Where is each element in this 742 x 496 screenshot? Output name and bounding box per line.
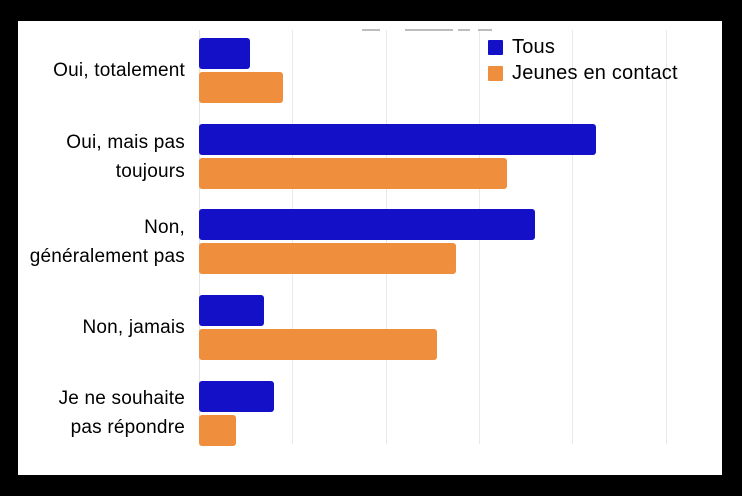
cropped-text-mark xyxy=(362,29,380,31)
gridline xyxy=(665,30,667,444)
legend-swatch-jeunes xyxy=(488,65,503,81)
bar-tous-2 xyxy=(199,209,535,240)
bar-jeunes-1 xyxy=(199,158,507,189)
bar-jeunes-4 xyxy=(199,414,237,446)
chart-surface: Oui, totalement Oui, mais pas toujours Non,… xyxy=(18,21,722,475)
bar-jeunes-3 xyxy=(199,329,437,360)
bar-jeunes-2 xyxy=(199,243,456,274)
category-label-3: Non, jamais xyxy=(82,317,185,338)
category-label-1: Oui, mais pas toujours xyxy=(66,131,185,182)
cropped-text-mark xyxy=(405,29,453,31)
category-label-0: Oui, totalement xyxy=(53,60,185,81)
legend-label-tous: Tous xyxy=(512,35,556,58)
legend-item-jeunes: Jeunes en contact xyxy=(488,60,678,86)
legend-item-tous: Tous xyxy=(488,34,678,60)
gridline xyxy=(572,30,574,444)
cropped-text-mark xyxy=(478,29,492,31)
bar-jeunes-0 xyxy=(199,72,283,103)
legend: Tous Jeunes en contact xyxy=(488,34,678,86)
category-label-2: Non, généralement pas xyxy=(29,216,185,267)
legend-swatch-tous xyxy=(488,39,503,55)
bar-tous-1 xyxy=(199,124,596,155)
bar-tous-3 xyxy=(199,295,265,326)
legend-label-jeunes: Jeunes en contact xyxy=(512,61,678,84)
bar-tous-0 xyxy=(199,38,251,69)
category-label-4: Je ne souhaite pas répondre xyxy=(58,388,185,438)
cropped-text-mark xyxy=(458,29,470,31)
bar-tous-4 xyxy=(199,380,274,412)
